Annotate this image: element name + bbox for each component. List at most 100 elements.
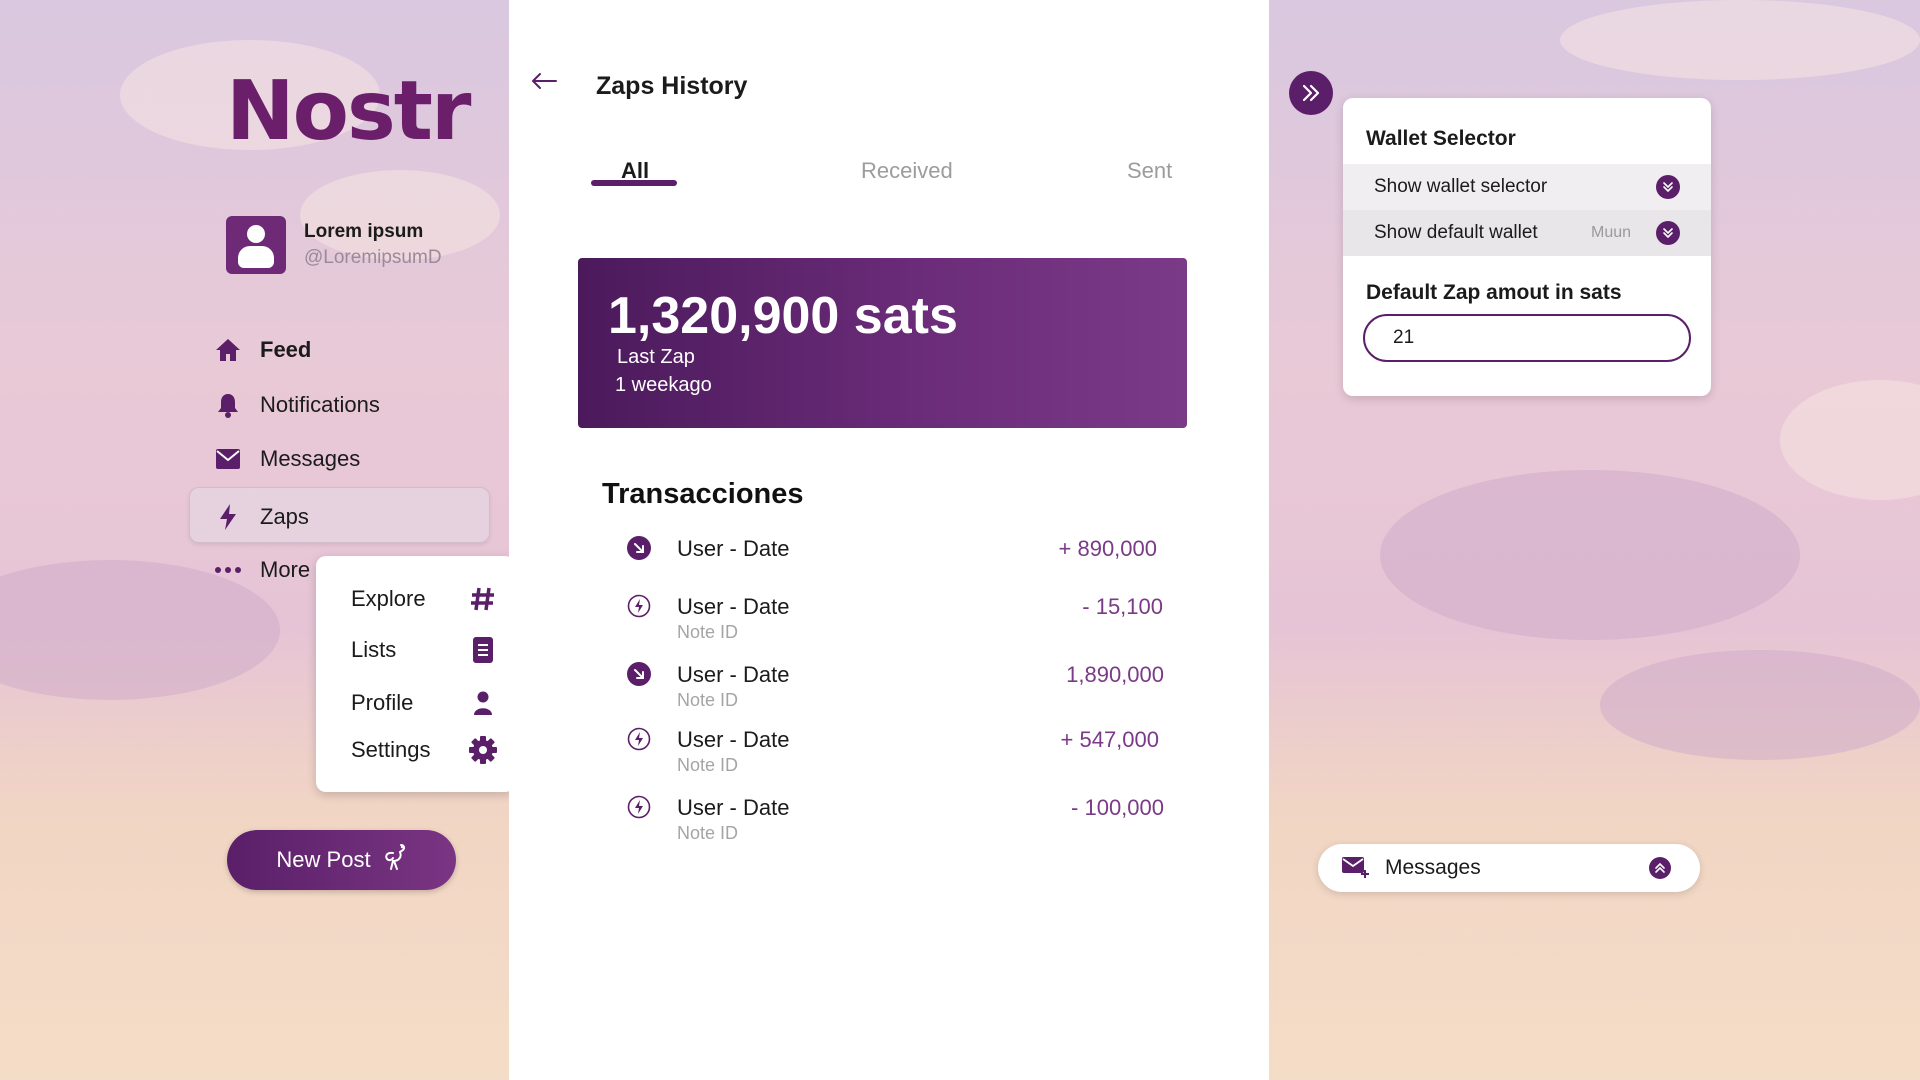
tab-underline: [591, 180, 677, 186]
nav-item-label: Messages: [260, 446, 361, 471]
transaction-amount: + 890,000: [1058, 536, 1157, 561]
nav-item-label: Feed: [260, 337, 312, 362]
show-default-wallet-row[interactable]: Show default wallet Muun: [1343, 210, 1711, 256]
wallet-row-label: Show default wallet: [1374, 222, 1538, 243]
transaction-row[interactable]: User - Date Note ID 1,890,000: [509, 662, 1164, 722]
lightning-icon: [214, 503, 242, 531]
person-icon: [469, 689, 497, 717]
wallet-row-value: Muun: [1591, 224, 1632, 241]
menu-item-label: Explore: [351, 586, 426, 611]
default-zap-label: Default Zap amout in sats: [1366, 281, 1622, 304]
menu-item-lists[interactable]: Lists: [351, 637, 493, 663]
background-cloud: [0, 560, 280, 700]
transaction-row[interactable]: User - Date + 890,000: [509, 536, 1157, 596]
collapse-sidebar-button[interactable]: [1289, 71, 1333, 115]
list-icon: [469, 636, 497, 664]
menu-item-profile[interactable]: Profile: [351, 690, 492, 716]
nav-item-label: More: [260, 557, 311, 582]
user-handle: @LoremipsumD: [304, 247, 442, 268]
user-name: Lorem ipsum: [304, 221, 424, 242]
nav-item-messages[interactable]: Messages: [214, 441, 360, 477]
menu-item-label: Lists: [351, 637, 397, 662]
zap-circle-icon: [627, 795, 651, 819]
more-menu: Explore Lists Profile Settings: [316, 556, 515, 792]
transaction-amount: - 15,100: [1082, 594, 1163, 619]
nav-item-more[interactable]: More: [214, 552, 310, 588]
user-card[interactable]: Lorem ipsum @LoremipsumD: [226, 216, 442, 274]
transaction-note: Note ID: [677, 755, 739, 775]
tab-sent[interactable]: Sent: [1127, 158, 1173, 183]
balance-card: 1,320,900 sats Last Zap 1 weekago: [578, 258, 1187, 428]
transaction-amount: 1,890,000: [1066, 662, 1164, 687]
nav-item-label: Notifications: [260, 392, 380, 417]
transaction-user: User - Date: [677, 795, 790, 820]
avatar-body: [238, 246, 274, 268]
background-cloud: [1380, 470, 1800, 640]
nav-item-feed[interactable]: Feed: [214, 332, 311, 368]
menu-item-settings[interactable]: Settings: [351, 736, 497, 764]
nav-item-zaps[interactable]: Zaps: [214, 499, 309, 535]
nav-active-highlight: [189, 487, 490, 543]
arrow-in-icon: [627, 662, 651, 686]
arrow-in-icon: [627, 536, 651, 560]
background-cloud: [120, 40, 380, 150]
transactions-title: Transacciones: [602, 478, 804, 510]
gear-icon: [469, 736, 497, 764]
arrow-left-icon: [532, 73, 557, 89]
double-chevron-right-icon: [1302, 84, 1320, 102]
transaction-user: User - Date: [677, 662, 790, 687]
tab-received[interactable]: Received: [861, 158, 953, 183]
chevron-down-icon[interactable]: [1656, 221, 1680, 245]
transaction-note: Note ID: [677, 622, 739, 642]
transaction-note: Note ID: [677, 690, 739, 710]
transaction-note: Note ID: [677, 823, 739, 843]
zap-circle-icon: [627, 727, 651, 751]
page-title: Zaps History: [596, 72, 748, 100]
dots-icon: [214, 556, 242, 584]
avatar-head: [247, 225, 265, 243]
transaction-row[interactable]: User - Date Note ID - 100,000: [509, 795, 1164, 855]
chevron-down-icon[interactable]: [1656, 175, 1680, 199]
transaction-user: User - Date: [677, 536, 790, 561]
balance-time: 1 weekago: [615, 374, 712, 396]
left-sidebar: Nostr Lorem ipsum @LoremipsumD Feed Noti…: [0, 0, 509, 1080]
background-cloud: [300, 170, 500, 260]
background-cloud: [1600, 650, 1920, 760]
chevron-up-icon[interactable]: [1649, 857, 1671, 879]
messages-bar[interactable]: Messages: [1318, 844, 1700, 892]
transaction-amount: + 547,000: [1060, 727, 1159, 752]
tab-all[interactable]: All: [621, 158, 650, 183]
bell-icon: [214, 391, 242, 419]
wallet-selector-title: Wallet Selector: [1366, 127, 1516, 150]
transaction-user: User - Date: [677, 727, 790, 752]
background-cloud: [1560, 0, 1920, 80]
new-post-button[interactable]: New Post: [227, 830, 456, 890]
envelope-icon: [214, 445, 242, 473]
new-post-label: New Post: [276, 847, 371, 872]
transaction-user: User - Date: [677, 594, 790, 619]
menu-item-label: Profile: [351, 690, 414, 715]
show-wallet-selector-row[interactable]: Show wallet selector: [1343, 164, 1711, 210]
right-sidebar: Wallet Selector Show wallet selector Sho…: [1269, 0, 1920, 1080]
transaction-amount: - 100,000: [1071, 795, 1164, 820]
avatar[interactable]: [226, 216, 286, 274]
back-button[interactable]: [529, 66, 559, 96]
nav-item-notifications[interactable]: Notifications: [214, 387, 380, 423]
user-text: Lorem ipsum @LoremipsumD: [304, 221, 442, 269]
app-logo[interactable]: Nostr: [226, 64, 471, 159]
transaction-row[interactable]: User - Date Note ID + 547,000: [509, 727, 1159, 787]
transaction-row[interactable]: User - Date Note ID - 15,100: [509, 594, 1163, 654]
envelope-plus-icon: [1342, 857, 1369, 878]
messages-bar-label: Messages: [1385, 856, 1481, 879]
default-zap-input[interactable]: [1363, 314, 1691, 362]
zaps-history-panel: Zaps History All Received Sent 1,320,900…: [509, 0, 1269, 1080]
hash-icon: [469, 585, 497, 613]
home-icon: [214, 336, 242, 364]
ostrich-icon: [383, 843, 407, 877]
zap-circle-icon: [627, 594, 651, 618]
wallet-row-label: Show wallet selector: [1374, 176, 1548, 197]
menu-item-label: Settings: [351, 737, 431, 762]
wallet-selector-card: Wallet Selector Show wallet selector Sho…: [1343, 98, 1711, 396]
menu-item-explore[interactable]: Explore: [351, 586, 494, 612]
balance-label: Last Zap: [617, 346, 695, 368]
